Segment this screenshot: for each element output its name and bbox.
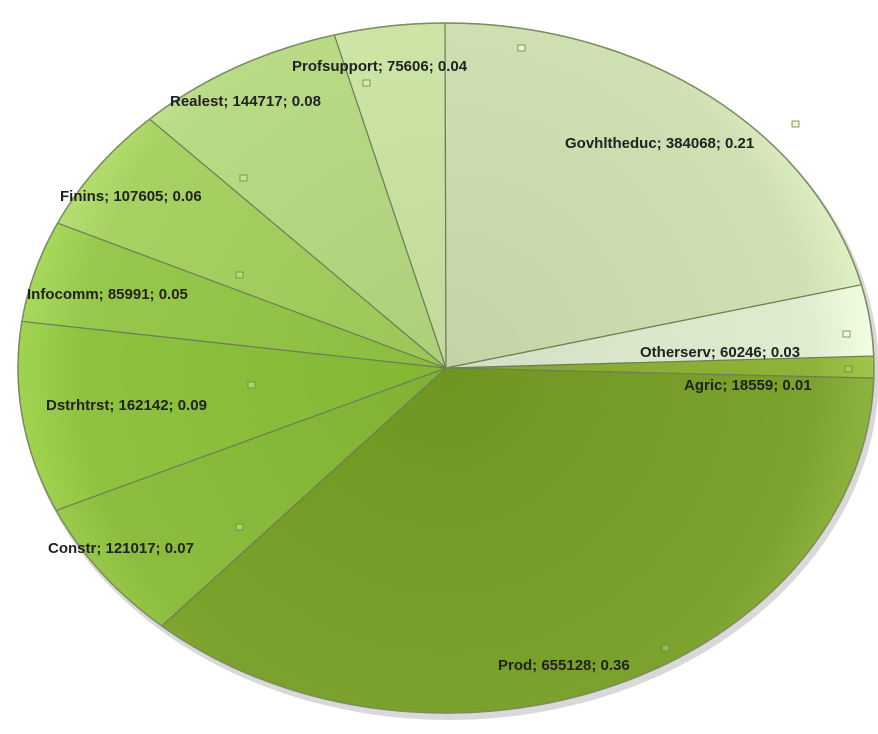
label-marker-prod (661, 644, 670, 652)
slice-label-govhltheduc: Govhltheduc; 384068; 0.21 (565, 135, 754, 152)
slice-label-dstrhtrst: Dstrhtrst; 162142; 0.09 (46, 397, 207, 414)
label-marker-profsupport (517, 44, 526, 52)
label-marker-realest (362, 79, 371, 87)
pie-outline (17, 22, 875, 714)
label-marker-govhltheduc (791, 120, 800, 128)
label-marker-agric (844, 365, 853, 373)
slice-label-realest: Realest; 144717; 0.08 (170, 93, 321, 110)
slices-layer (17, 22, 878, 720)
label-markers-layer (235, 44, 853, 652)
label-marker-otherserv (842, 330, 851, 338)
slice-label-constr: Constr; 121017; 0.07 (48, 540, 194, 557)
slice-label-profsupport: Profsupport; 75606; 0.04 (292, 58, 468, 75)
labels-layer: Agric; 18559; 0.01 Prod; 655128; 0.36 Cons… (27, 58, 812, 674)
slice-label-prod: Prod; 655128; 0.36 (498, 657, 630, 674)
slice-label-otherserv: Otherserv; 60246; 0.03 (640, 344, 800, 361)
label-marker-finins (239, 174, 248, 182)
label-marker-constr (235, 523, 244, 531)
slice-label-finins: Finins; 107605; 0.06 (60, 188, 202, 205)
label-marker-dstrhtrst (247, 381, 256, 389)
slice-label-agric: Agric; 18559; 0.01 (684, 377, 812, 394)
label-marker-infocomm (235, 271, 244, 279)
slice-label-infocomm: Infocomm; 85991; 0.05 (27, 286, 188, 303)
